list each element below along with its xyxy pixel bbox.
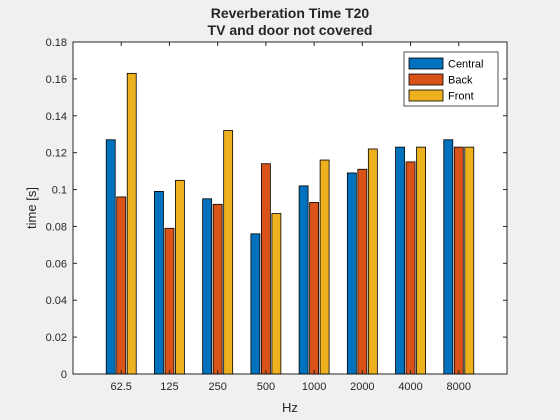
chart-title: Reverberation Time T20 <box>211 5 370 21</box>
legend: Central Back Front <box>403 51 499 107</box>
bars-group <box>105 72 475 375</box>
y-tick-label: 0.02 <box>46 332 67 344</box>
x-axis-ticks: 62.5 125 250 500 1000 2000 4000 8000 <box>111 42 471 393</box>
legend-swatch-front <box>408 89 444 102</box>
x-tick-label: 2000 <box>350 381 374 393</box>
bar-central-125 <box>154 190 164 375</box>
legend-label-back: Back <box>448 75 473 87</box>
chart-subtitle: TV and door not covered <box>208 22 373 38</box>
y-tick-label: 0.12 <box>46 148 67 160</box>
bar-back-62.5 <box>116 196 127 375</box>
legend-label-central: Central <box>448 59 483 71</box>
bar-central-8000 <box>443 139 454 375</box>
x-tick-label: 500 <box>257 381 275 393</box>
bar-front-8000 <box>464 146 475 375</box>
bar-front-500 <box>271 213 282 375</box>
bar-back-2000 <box>357 168 368 375</box>
bar-central-2000 <box>346 172 357 375</box>
x-axis-label: Hz <box>282 400 298 415</box>
bar-back-250 <box>212 203 223 375</box>
bar-central-62.5 <box>105 139 116 375</box>
x-tick-label: 4000 <box>398 381 422 393</box>
y-tick-label: 0.04 <box>46 295 67 307</box>
y-axis-label: time [s] <box>24 187 39 229</box>
bar-front-4000 <box>416 146 426 375</box>
y-tick-label: 0.1 <box>52 185 67 197</box>
y-axis-ticks: 0 0.02 0.04 0.06 0.08 0.1 0.12 0.14 0.16 0.18 <box>46 37 507 381</box>
bar-front-2000 <box>367 148 378 375</box>
bar-back-4000 <box>405 161 416 375</box>
bar-central-500 <box>250 233 261 375</box>
x-tick-label: 1000 <box>302 381 326 393</box>
x-tick-label: 8000 <box>447 381 471 393</box>
y-tick-label: 0 <box>61 369 67 381</box>
bar-central-250 <box>202 198 213 375</box>
y-tick-label: 0.18 <box>46 37 67 49</box>
x-tick-label: 250 <box>208 381 226 393</box>
y-tick-label: 0.16 <box>46 74 67 86</box>
bar-back-125 <box>164 227 175 375</box>
y-tick-label: 0.06 <box>46 258 67 270</box>
legend-swatch-back <box>408 73 444 86</box>
bar-central-1000 <box>298 185 309 375</box>
bar-front-62.5 <box>126 72 137 375</box>
bar-back-8000 <box>453 146 464 375</box>
y-tick-label: 0.14 <box>46 111 67 123</box>
bar-front-125 <box>175 179 185 375</box>
x-tick-label: 125 <box>160 381 178 393</box>
legend-label-front: Front <box>448 91 474 103</box>
y-tick-label: 0.08 <box>46 221 67 233</box>
legend-swatch-central <box>408 57 444 70</box>
bar-back-1000 <box>309 202 320 375</box>
bar-back-500 <box>260 163 271 375</box>
bar-front-1000 <box>319 159 330 375</box>
bar-front-250 <box>223 130 234 375</box>
bar-central-4000 <box>395 146 405 375</box>
x-tick-label: 62.5 <box>111 381 132 393</box>
